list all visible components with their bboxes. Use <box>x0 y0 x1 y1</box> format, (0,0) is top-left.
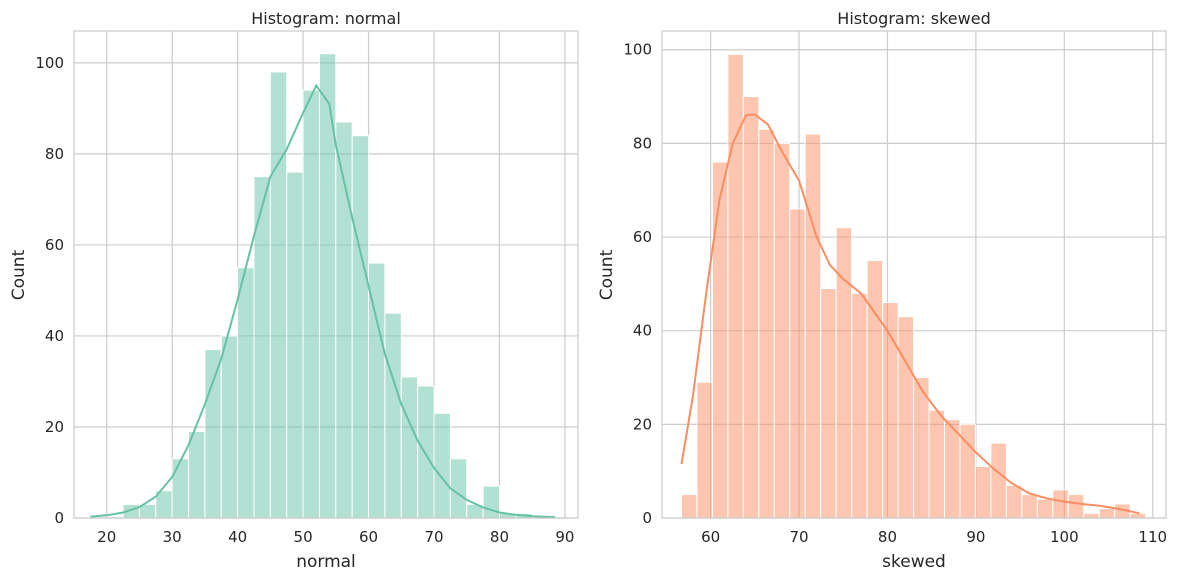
right-histogram-bar <box>696 381 713 519</box>
left-histogram-bar <box>482 485 500 519</box>
right-histogram-bar <box>820 288 837 519</box>
right-histogram-bar <box>928 409 946 519</box>
right-histogram-bar <box>913 377 930 519</box>
right-histogram-bar <box>789 208 806 519</box>
left-y-tick-label: 40 <box>45 327 64 345</box>
left-chart: Histogram: normal 20 30 40 50 60 70 80 90 0 20 40… <box>9 9 579 572</box>
right-y-axis-label: Count <box>597 249 617 300</box>
right-histogram-bar <box>1129 512 1147 519</box>
right-x-tick-label: 100 <box>1050 528 1079 546</box>
right-histogram-bar <box>758 128 775 519</box>
left-histogram-bar <box>384 312 402 519</box>
left-histogram-bar <box>286 171 304 519</box>
left-y-tick-label: 100 <box>35 54 64 72</box>
right-histogram-bar <box>680 494 698 519</box>
left-histogram-bar <box>433 412 451 519</box>
right-y-tick-label: 0 <box>642 509 652 527</box>
left-histogram-bar <box>368 262 386 519</box>
right-histogram-bar <box>866 259 884 519</box>
left-y-axis-label: Count <box>9 249 29 300</box>
right-histogram-bar <box>1098 508 1116 519</box>
left-x-tick-label: 40 <box>228 528 247 546</box>
right-histogram-bar <box>1067 494 1085 519</box>
left-kde-line <box>90 83 556 519</box>
left-x-tick-label: 60 <box>359 528 378 546</box>
right-x-tick-label: 90 <box>966 528 985 546</box>
left-chart-title: Histogram: normal <box>251 9 401 28</box>
right-chart: Histogram: skewed 60 70 80 90 100 110 0 20 40 60… <box>597 9 1167 572</box>
right-histogram-bar <box>990 442 1007 519</box>
right-histogram-bar <box>835 227 853 519</box>
left-histogram-bar <box>417 385 435 519</box>
right-bars <box>680 53 1147 519</box>
right-y-tick-label: 100 <box>623 41 652 59</box>
left-histogram-bar <box>302 89 320 519</box>
right-y-tick-label: 40 <box>633 322 652 340</box>
right-x-tick-label: 60 <box>701 528 720 546</box>
right-histogram-bar <box>851 292 868 519</box>
left-histogram-bar <box>171 458 190 519</box>
right-x-tick-label: 70 <box>790 528 809 546</box>
left-x-axis-label: normal <box>296 552 356 572</box>
right-histogram-bar <box>1005 484 1023 519</box>
left-histogram-bar <box>449 458 468 519</box>
right-histogram-bar <box>1052 489 1069 519</box>
left-y-tick-label: 60 <box>45 236 64 254</box>
left-y-tick-labels: 0 20 40 60 80 100 <box>35 54 64 527</box>
left-histogram-bar <box>220 335 239 519</box>
left-y-tick-label: 0 <box>54 509 64 527</box>
right-histogram-bar <box>742 96 760 519</box>
right-chart-title: Histogram: skewed <box>837 9 990 28</box>
right-histogram-bar <box>804 133 822 519</box>
left-histogram-bar <box>237 267 255 519</box>
right-y-tick-label: 20 <box>633 415 652 433</box>
left-x-tick-label: 30 <box>163 528 182 546</box>
left-x-tick-label: 70 <box>424 528 443 546</box>
left-x-tick-label: 20 <box>97 528 116 546</box>
right-x-tick-labels: 60 70 80 90 100 110 <box>701 528 1167 546</box>
right-kde-line <box>680 113 1140 515</box>
right-histogram-bar <box>1036 498 1054 519</box>
right-y-tick-label: 60 <box>633 228 652 246</box>
left-x-tick-label: 50 <box>294 528 313 546</box>
left-histogram-bar <box>269 71 288 519</box>
left-histogram-bar <box>351 135 370 519</box>
left-x-tick-labels: 20 30 40 50 60 70 80 90 <box>97 528 574 546</box>
right-histogram-bar <box>1083 512 1100 519</box>
right-histogram-bar <box>897 316 915 519</box>
left-y-tick-label: 20 <box>45 418 64 436</box>
right-histogram-bar <box>1021 494 1038 519</box>
right-histogram-bar <box>711 161 729 519</box>
left-histogram-bar <box>400 376 419 519</box>
right-x-axis-label: skewed <box>882 552 946 572</box>
right-x-tick-label: 80 <box>878 528 897 546</box>
left-x-tick-label: 90 <box>555 528 574 546</box>
left-histogram-bar <box>204 349 222 519</box>
right-y-tick-label: 80 <box>633 134 652 152</box>
right-x-tick-label: 110 <box>1138 528 1167 546</box>
right-axes-frame <box>661 30 1167 519</box>
right-y-tick-labels: 0 20 40 60 80 100 <box>623 41 652 527</box>
left-histogram-bar <box>188 431 206 519</box>
left-y-tick-label: 80 <box>45 145 64 163</box>
right-histogram-bar <box>974 465 992 519</box>
right-histogram-bar <box>773 142 791 519</box>
left-x-tick-label: 80 <box>490 528 509 546</box>
left-axes-frame <box>73 30 579 519</box>
